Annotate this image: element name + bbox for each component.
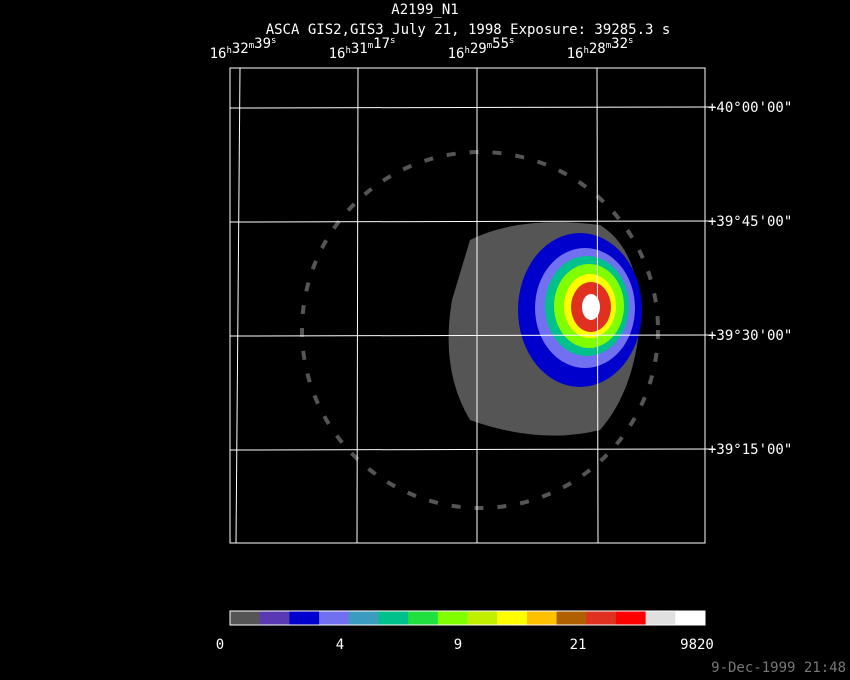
colorbar-label: 9 (454, 637, 462, 653)
colorbar-swatch (497, 611, 528, 625)
colorbar-swatch (586, 611, 617, 625)
colorbar-swatch (348, 611, 379, 625)
dec-grid-line (229, 448, 716, 451)
footer-date: 9-Dec-1999 21:48 (711, 660, 846, 676)
coordinate-grid (229, 67, 716, 544)
dec-label: +39°30'00" (708, 328, 792, 344)
ra-label: 16h32m39s (210, 36, 277, 62)
colorbar-swatch (526, 611, 558, 625)
colorbar-swatch (378, 611, 409, 625)
colorbar-label: 21 (570, 637, 587, 653)
colorbar-swatch (615, 611, 647, 625)
colorbar-swatch (230, 611, 261, 625)
colorbar-swatch (556, 611, 587, 625)
dec-label: +39°45'00" (708, 214, 792, 230)
ra-label: 16h28m32s (567, 36, 634, 62)
dec-label: +40°00'00" (708, 100, 792, 116)
colorbar-swatch (319, 611, 350, 625)
dec-grid-line (229, 106, 716, 109)
dec-grid-line (229, 334, 716, 337)
ra-label: 16h29m55s (448, 36, 515, 62)
colorbar-label: 0 (216, 637, 224, 653)
colorbar-swatch (289, 611, 320, 625)
subtitle: ASCA GIS2,GIS3 July 21, 1998 Exposure: 3… (266, 22, 671, 38)
colorbar: 0 4 9 21 9820 (216, 610, 714, 653)
colorbar-swatch (467, 611, 498, 625)
dec-label: +39°15'00" (708, 442, 792, 458)
image-frame (229, 67, 706, 544)
colorbar-label: 9820 (680, 637, 714, 653)
colorbar-frame (229, 610, 706, 626)
colorbar-swatch (645, 611, 676, 625)
ra-grid-line (356, 67, 359, 544)
colorbar-swatch (259, 611, 290, 625)
x-ray-image (300, 150, 660, 510)
ra-grid-line (235, 67, 241, 544)
ra-label: 16h31m17s (329, 36, 396, 62)
colorbar-swatch (408, 611, 439, 625)
dec-grid-line (229, 220, 716, 223)
axis-labels: 16h32m39s 16h31m17s 16h29m55s 16h28m32s +40°… (210, 36, 793, 458)
detector-ring (300, 150, 660, 510)
colorbar-swatch (437, 611, 468, 625)
colorbar-swatch (675, 611, 706, 625)
emission-peak (582, 294, 600, 320)
ra-grid-line (596, 67, 599, 544)
title: A2199_N1 (391, 2, 458, 18)
colorbar-label: 4 (336, 637, 344, 653)
